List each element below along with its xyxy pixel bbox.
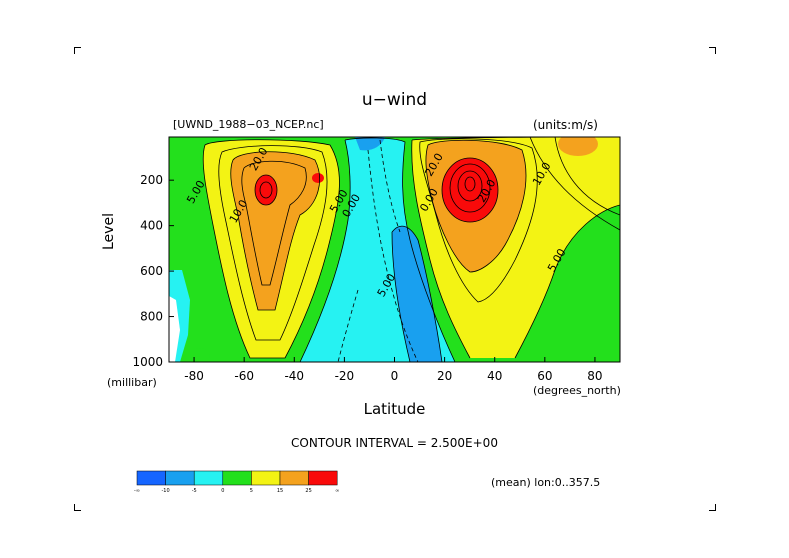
frame-corner-top-left — [74, 47, 81, 54]
colorbar-swatch — [136, 470, 166, 486]
y-axis: 200 400 600 800 1000 — [132, 173, 174, 369]
y-tick-label: 200 — [140, 173, 163, 187]
contour-fill-polar-orange — [558, 137, 598, 156]
colorbar-label: 0 — [221, 488, 224, 494]
frame-corner-bottom-left — [74, 504, 81, 511]
colorbar-label: 5 — [250, 488, 253, 494]
contour-fill-top-blue — [355, 137, 385, 151]
contour-fill-south-red — [255, 175, 277, 205]
colorbar-label: -10 — [162, 488, 170, 494]
contour-fill-south-red-secondary — [312, 173, 324, 183]
contour-fill-north-red — [442, 158, 498, 222]
missing-data-region — [169, 296, 180, 362]
y-axis-unit: (millibar) — [107, 376, 157, 389]
colorbar-label: 25 — [305, 488, 311, 494]
x-axis: -80 -60 -40 -20 0 20 40 60 80 — [184, 357, 603, 383]
x-tick-label: 60 — [537, 369, 552, 383]
frame-corner-bottom-right — [709, 504, 716, 511]
x-tick-label: -40 — [284, 369, 304, 383]
x-tick-label: 40 — [487, 369, 502, 383]
x-tick-label: -20 — [335, 369, 355, 383]
mean-text: (mean) lon:0..357.5 — [491, 476, 601, 489]
colorbar-swatch — [165, 470, 195, 486]
colorbar-label: 15 — [277, 488, 283, 494]
units-label: (units:m/s) — [533, 118, 598, 132]
contour-fill-south-orange — [230, 151, 320, 310]
x-tick-label: 0 — [391, 369, 399, 383]
contour-fill-south-surface — [190, 348, 210, 362]
colorbar-swatch — [251, 470, 281, 486]
y-tick-label: 1000 — [132, 355, 163, 369]
colorbar: -∞ -10 -5 0 5 15 25 ∞ — [134, 470, 339, 494]
colorbar-swatch — [308, 470, 338, 486]
x-tick-label: 80 — [587, 369, 602, 383]
colorbar-swatch — [222, 470, 252, 486]
colorbar-label: ∞ — [335, 488, 339, 494]
colorbar-swatch — [279, 470, 309, 486]
x-axis-unit: (degrees_north) — [533, 384, 621, 397]
frame-corner-top-right — [709, 47, 716, 54]
x-tick-label: -60 — [234, 369, 254, 383]
chart-title: u−wind — [361, 90, 428, 110]
contour-interval-text: CONTOUR INTERVAL = 2.500E+00 — [291, 436, 498, 450]
contour-fill-tropical-blue — [392, 226, 442, 362]
colorbar-label: -5 — [192, 488, 197, 494]
x-tick-label: 20 — [437, 369, 452, 383]
dataset-label: [UWND_1988−03_NCEP.nc] — [173, 118, 324, 131]
x-tick-label: -80 — [184, 369, 204, 383]
negative-contour-lines — [337, 139, 419, 362]
y-tick-label: 800 — [140, 310, 163, 324]
colorbar-label: -∞ — [134, 488, 140, 494]
y-tick-label: 600 — [140, 264, 163, 278]
colorbar-swatch — [193, 470, 224, 486]
y-tick-label: 400 — [140, 219, 163, 233]
x-axis-label: Latitude — [363, 400, 426, 418]
